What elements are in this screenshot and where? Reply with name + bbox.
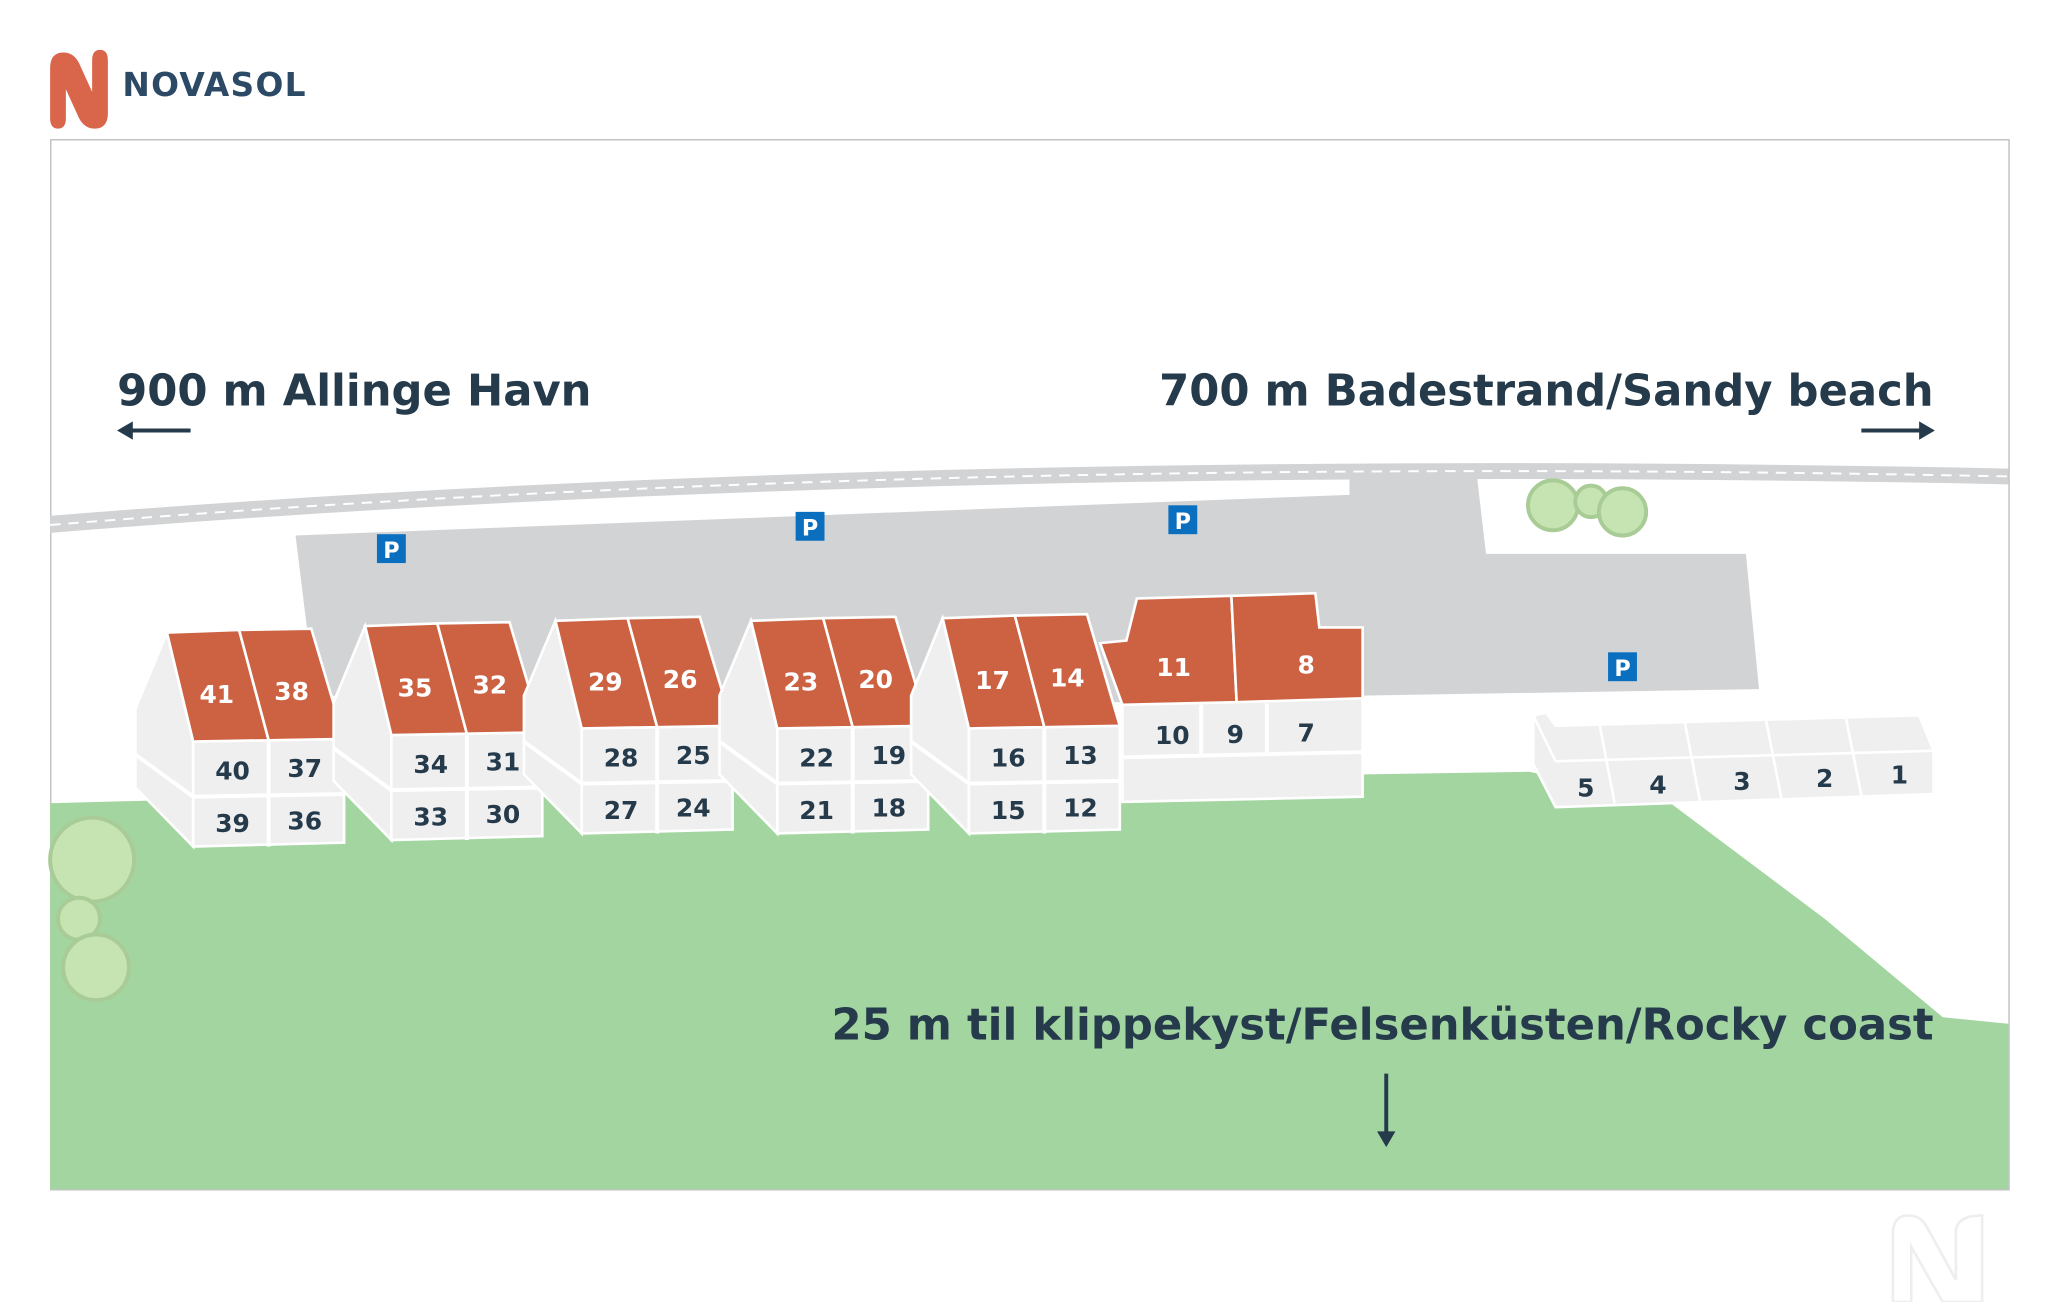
unit-divider xyxy=(1764,717,1783,799)
watermark-n-icon xyxy=(1891,1214,1984,1302)
house-building: 23 20 22 19 21 18 xyxy=(718,615,930,837)
unit-number: 15 xyxy=(991,796,1026,825)
parking-sign-label: P xyxy=(1614,656,1630,682)
house-building: 17 14 16 13 15 12 xyxy=(909,612,1122,837)
unit-number: 32 xyxy=(472,671,507,700)
unit-number: 22 xyxy=(799,744,834,773)
arrow-right-icon xyxy=(1861,421,1935,440)
arrow-down-icon xyxy=(1377,1073,1396,1148)
unit-number: 23 xyxy=(784,667,819,696)
unit-number: 21 xyxy=(799,796,834,825)
novasol-logo[interactable]: NOVASOL xyxy=(50,49,307,129)
parking-sign-label: P xyxy=(383,538,399,564)
unit-number: 27 xyxy=(604,796,639,825)
unit-number: 11 xyxy=(1156,653,1191,682)
unit-number: 5 xyxy=(1577,774,1594,803)
unit-number: 24 xyxy=(676,793,711,822)
unit-number: 8 xyxy=(1298,650,1315,679)
building-units-1-5: 5 4 3 2 1 xyxy=(1531,711,1935,809)
road-centerline xyxy=(50,470,2009,526)
grass-area xyxy=(50,771,2009,1190)
parking-sign: P xyxy=(1608,652,1637,682)
unit-number: 30 xyxy=(486,800,521,829)
floor-divider xyxy=(1122,750,1363,760)
parking-sign-label: P xyxy=(802,516,818,542)
roof-unit xyxy=(1229,591,1364,704)
house-building: 35 32 34 31 33 30 xyxy=(332,620,545,844)
unit-number: 38 xyxy=(274,677,309,706)
unit-number: 16 xyxy=(991,744,1026,773)
label-allinge-havn: 900 m Allinge Havn xyxy=(117,367,591,417)
house-building: 29 26 28 25 27 24 xyxy=(522,615,735,837)
floor-divider xyxy=(134,753,195,799)
floor-divider xyxy=(718,739,779,786)
unit-number: 17 xyxy=(975,666,1010,695)
label-sandy-beach: 700 m Badestrand/Sandy beach xyxy=(1159,367,1933,417)
unit-number: 37 xyxy=(287,754,322,783)
house-building: 41 38 40 37 39 36 xyxy=(134,627,346,850)
floor-divider xyxy=(1555,749,1934,763)
label-rocky-coast: 25 m til klippekyst/Felsenküsten/Rocky c… xyxy=(831,1001,1933,1051)
unit-number: 13 xyxy=(1063,741,1098,770)
parking-sign: P xyxy=(376,534,406,564)
tree xyxy=(48,815,137,904)
parking-sign: P xyxy=(795,511,825,542)
unit-number: 31 xyxy=(486,747,521,776)
parking-sign-label: P xyxy=(1175,509,1191,535)
parking-sign-bg xyxy=(795,511,825,541)
unit-number: 34 xyxy=(413,750,448,779)
unit-number: 40 xyxy=(215,757,250,786)
unit-number: 7 xyxy=(1298,719,1315,748)
unit-number: 41 xyxy=(199,680,234,709)
tree xyxy=(1526,478,1580,533)
unit-number: 2 xyxy=(1816,764,1833,793)
unit-number: 28 xyxy=(604,744,639,773)
floor-divider xyxy=(909,739,971,786)
unit-number: 1 xyxy=(1891,761,1908,790)
unit-divider xyxy=(1844,716,1863,796)
unit-number: 19 xyxy=(871,741,906,770)
unit-number: 39 xyxy=(215,809,250,838)
unit-number: 26 xyxy=(663,665,698,694)
unit-number: 20 xyxy=(858,665,893,694)
unit-number: 25 xyxy=(676,741,711,770)
tree xyxy=(61,932,131,1003)
parking-sign: P xyxy=(1168,505,1198,535)
unit-number: 35 xyxy=(398,673,433,702)
unit-number: 10 xyxy=(1155,721,1190,750)
unit-number: 36 xyxy=(287,807,322,836)
brand-name: NOVASOL xyxy=(122,66,307,104)
parking-sign-bg xyxy=(1608,652,1637,682)
logo-n-icon xyxy=(50,49,108,129)
unit-divider xyxy=(1597,720,1616,804)
building-units-7-11: 11 8 10 9 7 xyxy=(1098,591,1364,804)
unit-number: 29 xyxy=(588,667,623,696)
unit-number: 3 xyxy=(1733,767,1750,796)
unit-number: 9 xyxy=(1227,720,1244,749)
trees xyxy=(48,478,1649,1003)
unit-divider xyxy=(1682,719,1702,801)
unit-number: 12 xyxy=(1063,793,1098,822)
parking-sign-bg xyxy=(376,534,406,564)
unit-number: 14 xyxy=(1050,663,1085,692)
roof-unit xyxy=(1013,612,1122,729)
parking-sign-bg xyxy=(1168,505,1198,535)
edge xyxy=(1532,714,1557,762)
floor-divider xyxy=(522,739,583,786)
arrow-left-icon xyxy=(117,421,191,440)
unit-number: 4 xyxy=(1649,770,1666,799)
tree xyxy=(1596,486,1649,538)
unit-number: 33 xyxy=(413,803,448,832)
unit-number: 18 xyxy=(871,793,906,822)
floor-divider xyxy=(332,746,393,792)
